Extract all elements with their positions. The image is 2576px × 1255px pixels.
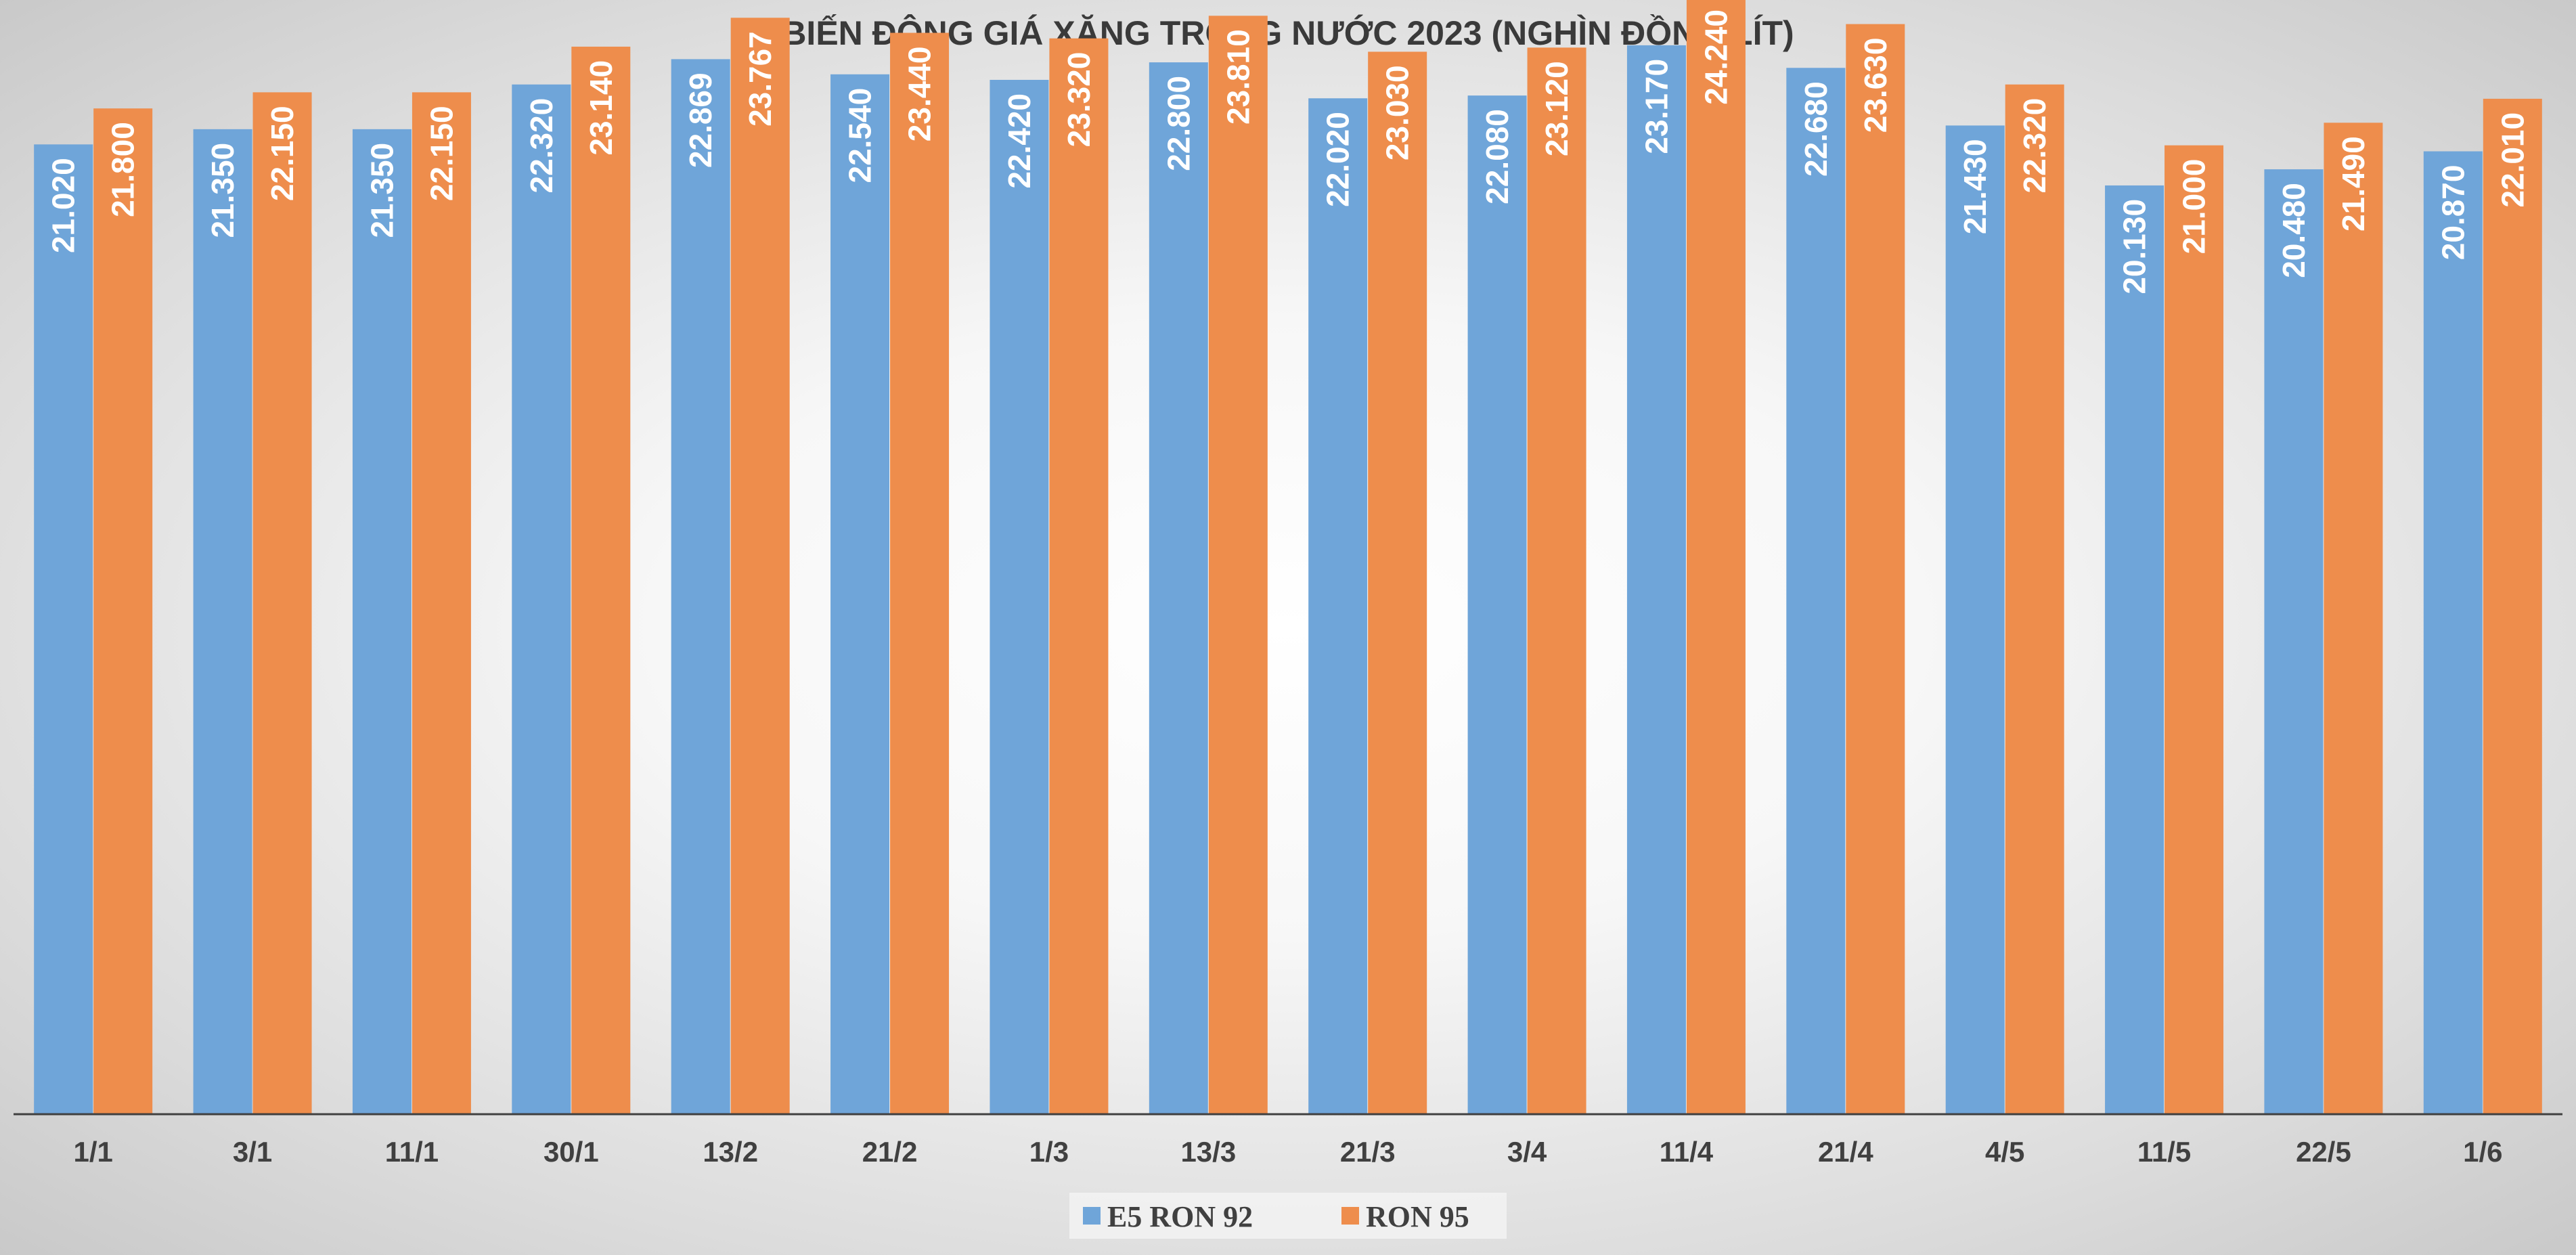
bar-ron95-13-2 (730, 18, 790, 1114)
bar-ron95-1-1 (93, 108, 153, 1114)
data-label-e5-ron92-21-2: 22.540 (843, 88, 878, 183)
bar-ron95-21-3 (1368, 51, 1427, 1114)
data-label-e5-ron92-3-4: 22.080 (1480, 109, 1515, 204)
data-label-ron95-22-5: 21.490 (2336, 136, 2371, 232)
data-label-e5-ron92-21-4: 22.680 (1798, 81, 1834, 177)
bar-e5-ron92-3-4 (1467, 95, 1527, 1114)
data-label-ron95-3-1: 22.150 (265, 106, 300, 201)
bar-ron95-30-1 (571, 46, 631, 1114)
bar-ron95-11-4 (1686, 0, 1746, 1114)
legend-label-ron95: RON 95 (1366, 1200, 1469, 1233)
chart-title: BIẾN ĐỘNG GIÁ XĂNG TRONG NƯỚC 2023 (NGHÌ… (782, 14, 1794, 52)
data-label-ron95-21-4: 23.630 (1858, 38, 1893, 133)
bar-e5-ron92-13-3 (1149, 62, 1208, 1114)
bars-layer (34, 0, 2542, 1114)
x-tick-label: 11/4 (1660, 1136, 1714, 1168)
bar-ron95-1-6 (2483, 98, 2542, 1114)
data-label-ron95-4-5: 22.320 (2017, 98, 2052, 194)
bar-e5-ron92-1-3 (990, 79, 1049, 1114)
bar-ron95-13-3 (1208, 16, 1268, 1114)
bar-ron95-21-4 (1846, 24, 1905, 1114)
bar-e5-ron92-4-5 (1945, 125, 2005, 1114)
x-tick-label: 1/3 (1029, 1136, 1069, 1168)
data-label-e5-ron92-3-1: 21.350 (205, 143, 240, 238)
bar-e5-ron92-30-1 (512, 84, 571, 1114)
bar-e5-ron92-11-1 (352, 129, 412, 1114)
data-label-ron95-1-1: 21.800 (106, 122, 141, 217)
data-label-e5-ron92-13-2: 22.869 (683, 72, 718, 168)
data-label-e5-ron92-21-3: 22.020 (1320, 112, 1356, 207)
bar-e5-ron92-21-4 (1786, 68, 1846, 1114)
bar-e5-ron92-1-1 (34, 144, 93, 1114)
bar-ron95-11-1 (412, 92, 471, 1114)
data-label-ron95-13-3: 23.810 (1220, 29, 1256, 125)
x-tick-label: 30/1 (543, 1136, 599, 1168)
x-tick-label: 13/2 (703, 1136, 758, 1168)
data-label-e5-ron92-11-5: 20.130 (2117, 199, 2152, 294)
legend-swatch-e5-ron92 (1083, 1207, 1101, 1225)
legend-box (1069, 1193, 1507, 1239)
data-label-e5-ron92-1-6: 20.870 (2435, 165, 2470, 261)
x-tick-label: 11/5 (2137, 1136, 2191, 1168)
x-tick-label: 21/3 (1340, 1136, 1396, 1168)
bar-e5-ron92-21-3 (1308, 98, 1368, 1114)
data-labels-layer: 21.020 21.800 21.350 22.150 21.350 22.150 22.3… (46, 9, 2531, 294)
x-tick-label: 1/1 (73, 1136, 112, 1168)
x-tick-label: 21/4 (1818, 1136, 1873, 1168)
data-label-ron95-21-3: 23.030 (1380, 65, 1415, 160)
bar-e5-ron92-11-4 (1626, 45, 1686, 1114)
data-label-ron95-11-4: 24.240 (1698, 9, 1733, 105)
data-label-e5-ron92-30-1: 22.320 (524, 98, 559, 194)
data-label-ron95-1-3: 23.320 (1061, 52, 1096, 148)
x-tick-label: 11/1 (385, 1136, 439, 1168)
data-label-e5-ron92-4-5: 21.430 (1957, 139, 1993, 234)
bar-ron95-21-2 (890, 32, 950, 1114)
x-axis-ticks: 1/1 3/1 11/1 30/1 13/2 21/2 1/3 13/3 21/3 3/4 11/4… (73, 1136, 2502, 1168)
x-tick-label: 3/4 (1507, 1136, 1547, 1168)
legend-label-e5-ron92: E5 RON 92 (1107, 1200, 1253, 1233)
data-label-ron95-1-6: 22.010 (2495, 112, 2530, 208)
x-tick-label: 13/3 (1180, 1136, 1236, 1168)
bar-e5-ron92-1-6 (2423, 151, 2483, 1114)
bar-ron95-4-5 (2005, 84, 2064, 1114)
data-label-e5-ron92-1-1: 21.020 (46, 158, 81, 253)
x-tick-label: 1/6 (2463, 1136, 2502, 1168)
bar-e5-ron92-3-1 (193, 129, 252, 1114)
data-label-ron95-11-5: 21.000 (2177, 159, 2212, 255)
x-tick-label: 3/1 (233, 1136, 272, 1168)
data-label-ron95-3-4: 23.120 (1539, 61, 1574, 156)
x-tick-label: 4/5 (1985, 1136, 2024, 1168)
legend-swatch-ron95 (1341, 1207, 1359, 1225)
bar-e5-ron92-21-2 (830, 74, 890, 1114)
x-tick-label: 22/5 (2296, 1136, 2351, 1168)
bar-e5-ron92-22-5 (2264, 169, 2324, 1114)
data-label-e5-ron92-22-5: 20.480 (2276, 183, 2311, 278)
data-label-ron95-13-2: 23.767 (742, 31, 778, 127)
data-label-ron95-21-2: 23.440 (902, 47, 937, 142)
bar-ron95-22-5 (2324, 123, 2383, 1114)
legend: E5 RON 92 RON 95 (1083, 1200, 1469, 1233)
x-tick-label: 21/2 (862, 1136, 918, 1168)
data-label-e5-ron92-13-3: 22.800 (1161, 76, 1196, 171)
bar-e5-ron92-13-2 (671, 59, 730, 1114)
bar-ron95-11-5 (2164, 145, 2224, 1114)
data-label-e5-ron92-11-1: 21.350 (364, 143, 399, 238)
data-label-ron95-11-1: 22.150 (424, 106, 459, 201)
bar-ron95-1-3 (1049, 38, 1109, 1114)
data-label-e5-ron92-11-4: 23.170 (1639, 59, 1674, 154)
bar-e5-ron92-11-5 (2105, 185, 2164, 1114)
bar-ron95-3-4 (1527, 47, 1586, 1114)
bar-ron95-3-1 (252, 92, 312, 1114)
data-label-e5-ron92-1-3: 22.420 (1002, 93, 1037, 189)
data-label-ron95-30-1: 23.140 (583, 60, 619, 156)
